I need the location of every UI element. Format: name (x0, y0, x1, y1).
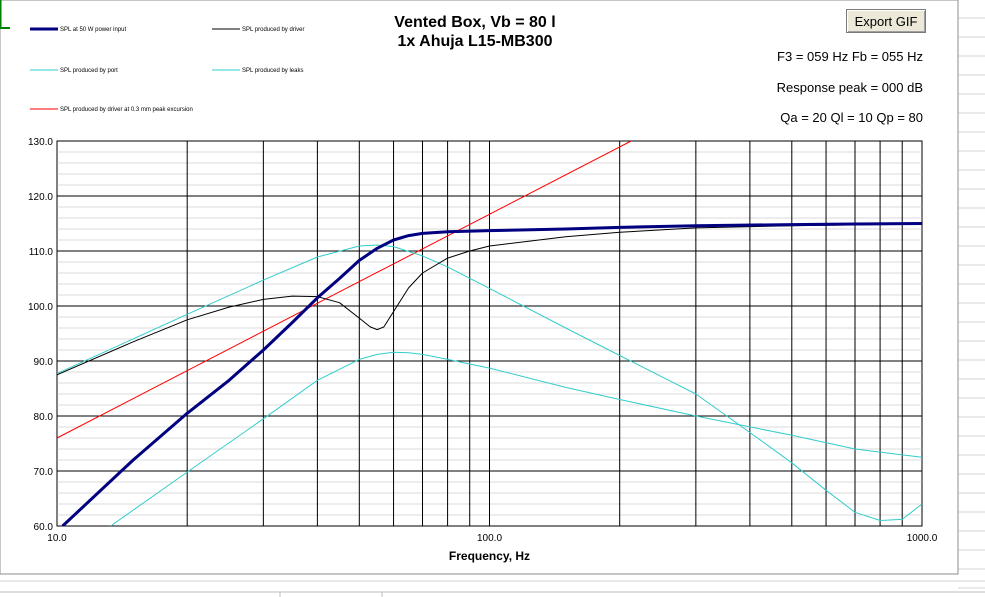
legend-label-5: SPL produced by driver at 0.3 mm peak ex… (60, 107, 193, 113)
series-line-3 (57, 244, 922, 521)
x-tick-label: 100.0 (477, 533, 502, 544)
tick-labels: 60.0 70.0 80.0 90.0 100.0 110.0 120.0 130.0 10.0… (28, 137, 938, 544)
y-tick-label: 70.0 (34, 467, 54, 478)
legend: SPL at 50 W power input SPL produced by d… (30, 27, 304, 113)
f3-fb-readout: F3 = 059 Hz Fb = 055 Hz (777, 49, 923, 64)
q-values-readout: Qa = 20 Ql = 10 Qp = 80 (780, 110, 923, 125)
chart-title: Vented Box, Vb = 80 l 1x Ahuja L15-MB300 (330, 13, 620, 51)
chart-title-line2: 1x Ahuja L15-MB300 (397, 33, 553, 50)
legend-label-1: SPL at 50 W power input (60, 27, 126, 33)
grid-lines (57, 141, 922, 526)
series-line-1 (61, 222, 922, 526)
y-tick-label: 100.0 (28, 302, 53, 313)
legend-label-2: SPL produced by driver (242, 27, 304, 33)
y-tick-label: 60.0 (34, 522, 54, 533)
y-tick-label: 80.0 (34, 412, 54, 423)
series-line-4 (110, 351, 922, 526)
y-tick-label: 110.0 (29, 247, 54, 258)
x-tick-label: 10.0 (47, 533, 67, 544)
export-gif-button[interactable]: Export GIF (846, 9, 926, 33)
x-tick-label: 1000.0 (907, 533, 938, 544)
legend-label-3: SPL produced by port (60, 68, 118, 74)
x-axis-title: Frequency, Hz (449, 549, 530, 563)
series-line-2 (57, 223, 922, 376)
series-line-5 (57, 141, 632, 439)
series-lines (57, 141, 922, 526)
response-peak-readout: Response peak = 000 dB (776, 80, 923, 95)
y-tick-label: 130.0 (28, 137, 53, 148)
y-tick-label: 90.0 (34, 357, 54, 368)
chart-title-line1: Vented Box, Vb = 80 l (394, 14, 556, 31)
legend-label-4: SPL produced by leaks (242, 68, 303, 74)
y-tick-label: 120.0 (28, 192, 53, 203)
